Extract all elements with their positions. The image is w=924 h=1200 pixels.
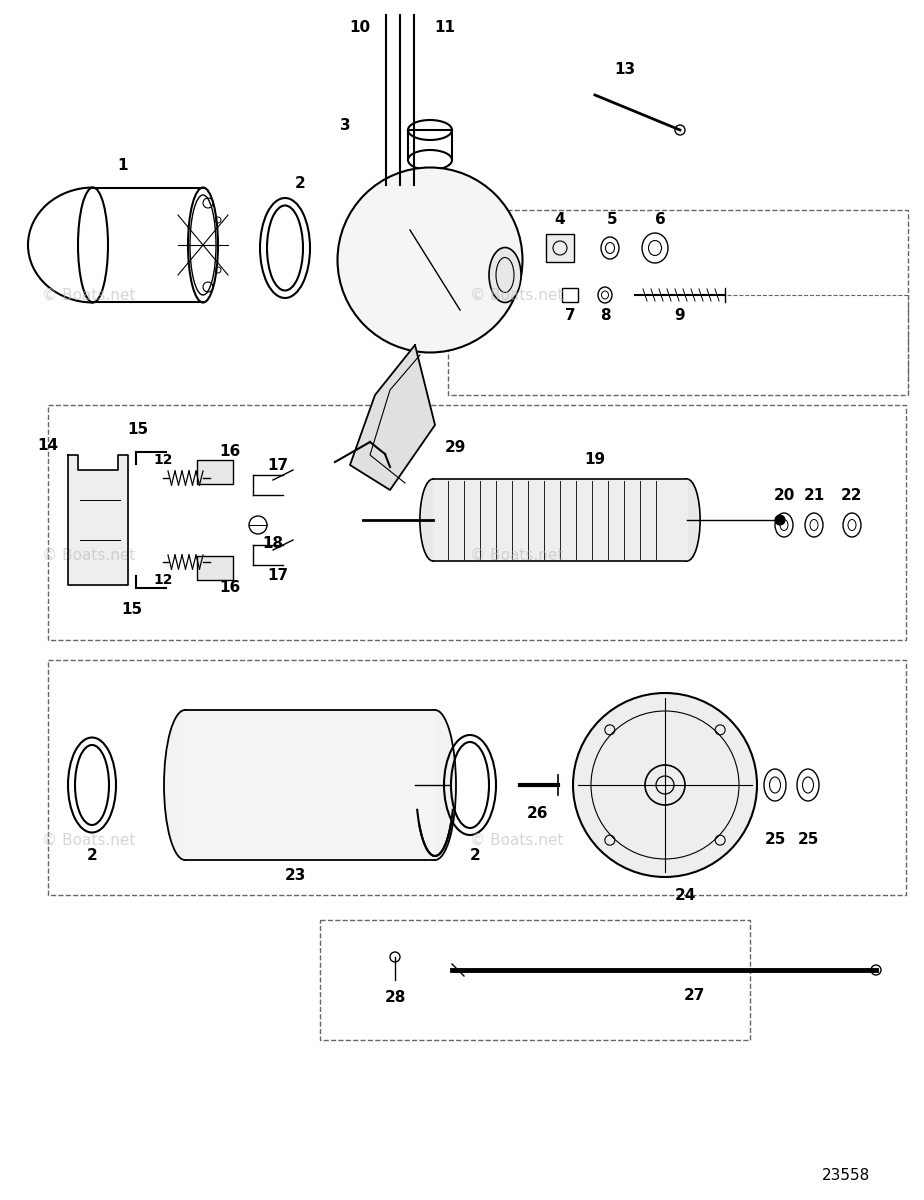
Text: 2: 2 — [87, 847, 97, 863]
Text: © Boats.net: © Boats.net — [42, 833, 136, 847]
Circle shape — [573, 692, 757, 877]
Bar — [185, 710, 435, 860]
Text: © Boats.net: © Boats.net — [42, 288, 136, 302]
Bar — [197, 556, 233, 580]
Polygon shape — [350, 346, 435, 490]
Text: 12: 12 — [153, 572, 173, 587]
Bar — [320, 920, 750, 1040]
Ellipse shape — [489, 247, 521, 302]
Text: 17: 17 — [267, 568, 288, 582]
Circle shape — [871, 965, 881, 974]
Bar — [48, 660, 906, 895]
Text: 17: 17 — [267, 457, 288, 473]
Text: 23: 23 — [285, 868, 306, 882]
Text: 10: 10 — [349, 20, 371, 36]
Ellipse shape — [674, 479, 700, 560]
Text: 24: 24 — [675, 888, 696, 902]
Text: 28: 28 — [384, 990, 406, 1004]
Text: © Boats.net: © Boats.net — [470, 547, 564, 563]
Ellipse shape — [419, 479, 446, 560]
Text: 14: 14 — [38, 438, 58, 452]
Text: © Boats.net: © Boats.net — [470, 288, 564, 302]
Text: 8: 8 — [600, 307, 611, 323]
Bar — [433, 479, 688, 560]
Ellipse shape — [414, 710, 456, 860]
Bar — [448, 210, 908, 395]
Text: 15: 15 — [128, 422, 149, 438]
Text: 2: 2 — [469, 847, 480, 863]
Text: 20: 20 — [773, 487, 795, 503]
Text: 1: 1 — [117, 157, 128, 173]
Text: 9: 9 — [675, 307, 686, 323]
Text: 27: 27 — [684, 988, 705, 1002]
Text: 26: 26 — [528, 805, 549, 821]
Bar — [562, 288, 578, 302]
Ellipse shape — [164, 710, 206, 860]
Text: 12: 12 — [153, 452, 173, 467]
Text: 2: 2 — [295, 175, 305, 191]
Circle shape — [775, 515, 785, 526]
Bar — [48, 404, 906, 640]
Text: 19: 19 — [585, 452, 605, 468]
Text: 29: 29 — [444, 439, 466, 455]
Text: 6: 6 — [654, 212, 665, 228]
Text: 18: 18 — [262, 535, 284, 551]
Text: 16: 16 — [219, 581, 240, 595]
Text: 3: 3 — [340, 118, 350, 132]
Text: © Boats.net: © Boats.net — [470, 833, 564, 847]
Text: 25: 25 — [764, 833, 785, 847]
Text: 4: 4 — [554, 212, 565, 228]
Text: 23558: 23558 — [821, 1168, 870, 1182]
Text: © Boats.net: © Boats.net — [42, 547, 136, 563]
Bar — [197, 460, 233, 484]
Text: 15: 15 — [121, 602, 142, 618]
Text: 25: 25 — [797, 833, 819, 847]
Ellipse shape — [337, 168, 522, 353]
Text: 21: 21 — [803, 487, 824, 503]
Text: 13: 13 — [614, 62, 636, 78]
Bar — [546, 234, 574, 262]
Text: 7: 7 — [565, 307, 576, 323]
Text: 5: 5 — [607, 212, 617, 228]
Text: 16: 16 — [219, 444, 240, 460]
Polygon shape — [68, 455, 128, 584]
Text: 11: 11 — [434, 20, 456, 36]
Text: 22: 22 — [841, 487, 863, 503]
